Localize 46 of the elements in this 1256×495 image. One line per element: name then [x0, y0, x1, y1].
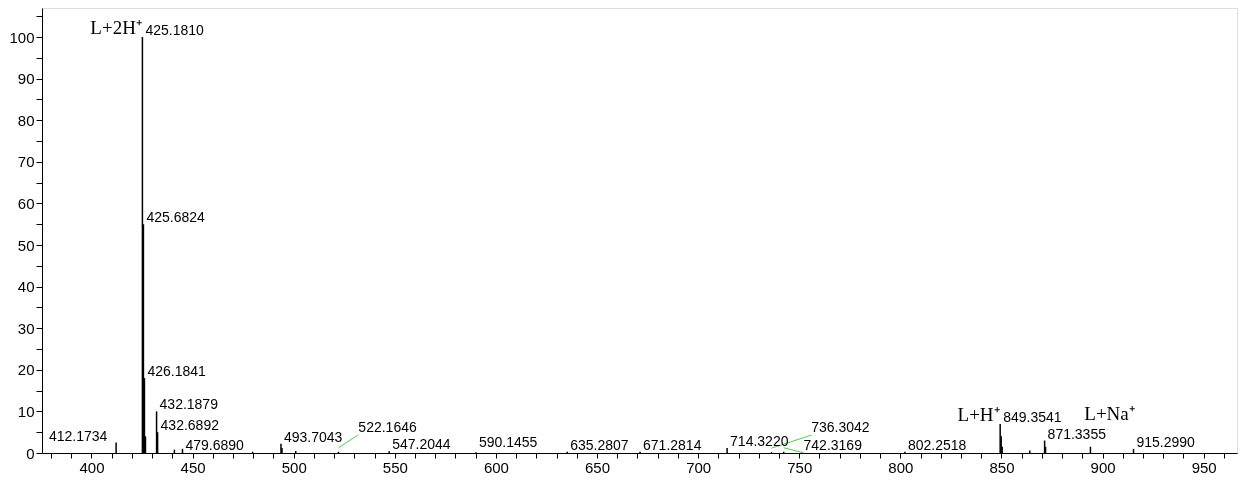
- x-tick-label: 850: [989, 458, 1015, 476]
- x-tick-label: 400: [79, 458, 105, 476]
- annotation: 736.3042: [811, 419, 870, 436]
- annotation: L+2H⁺: [90, 17, 142, 39]
- y-tick-label: 80: [17, 111, 35, 129]
- annotation: 425.1810: [145, 22, 204, 39]
- y-tick-label: 30: [17, 319, 35, 337]
- y-tick-label: 20: [17, 361, 35, 379]
- y-tick-label: 50: [17, 236, 35, 254]
- annotation: 714.3220: [730, 433, 789, 450]
- annotation: 412.1734: [48, 427, 108, 444]
- annotation: 479.6890: [185, 436, 245, 453]
- annotation: 432.6892: [160, 417, 220, 434]
- y-tick-label: 10: [17, 402, 35, 420]
- annotation: 849.3541: [1003, 408, 1062, 425]
- annotation: 871.3355: [1047, 425, 1107, 442]
- annotation: 915.2990: [1136, 433, 1196, 450]
- y-tick-label: 60: [17, 194, 35, 212]
- x-tick-label: 700: [686, 458, 712, 476]
- x-tick-label: 650: [585, 458, 611, 476]
- annotation: 522.1646: [358, 418, 417, 435]
- annotation: L+H⁺: [957, 403, 1000, 425]
- x-tick-label: 800: [888, 458, 914, 476]
- annotation: 493.7043: [283, 428, 343, 445]
- y-tick-label: 70: [17, 153, 35, 171]
- x-tick-label: 500: [281, 458, 307, 476]
- x-tick-label: 450: [180, 458, 206, 476]
- x-tick-label: 600: [483, 458, 509, 476]
- annotation: 671.2814: [643, 436, 702, 453]
- x-tick-label: 950: [1191, 458, 1217, 476]
- annotation: 590.1455: [478, 434, 538, 451]
- y-tick-label: 40: [17, 278, 35, 296]
- annotation: L+Na⁺: [1084, 402, 1135, 424]
- annotation: 742.3169: [803, 436, 863, 453]
- y-tick-label: 100: [9, 28, 35, 46]
- x-tick-label: 550: [382, 458, 408, 476]
- annotation: 547.2044: [392, 436, 451, 453]
- annotation: 426.1841: [147, 363, 207, 380]
- y-tick-label: 0: [26, 444, 35, 462]
- x-tick-label: 900: [1090, 458, 1116, 476]
- x-tick-label: 750: [787, 458, 813, 476]
- y-tick-label: 90: [17, 70, 35, 88]
- annotation: 432.1879: [159, 396, 219, 413]
- annotation: 425.6824: [146, 209, 205, 226]
- annotation: 635.2807: [570, 436, 629, 453]
- annotation: 802.2518: [907, 436, 967, 453]
